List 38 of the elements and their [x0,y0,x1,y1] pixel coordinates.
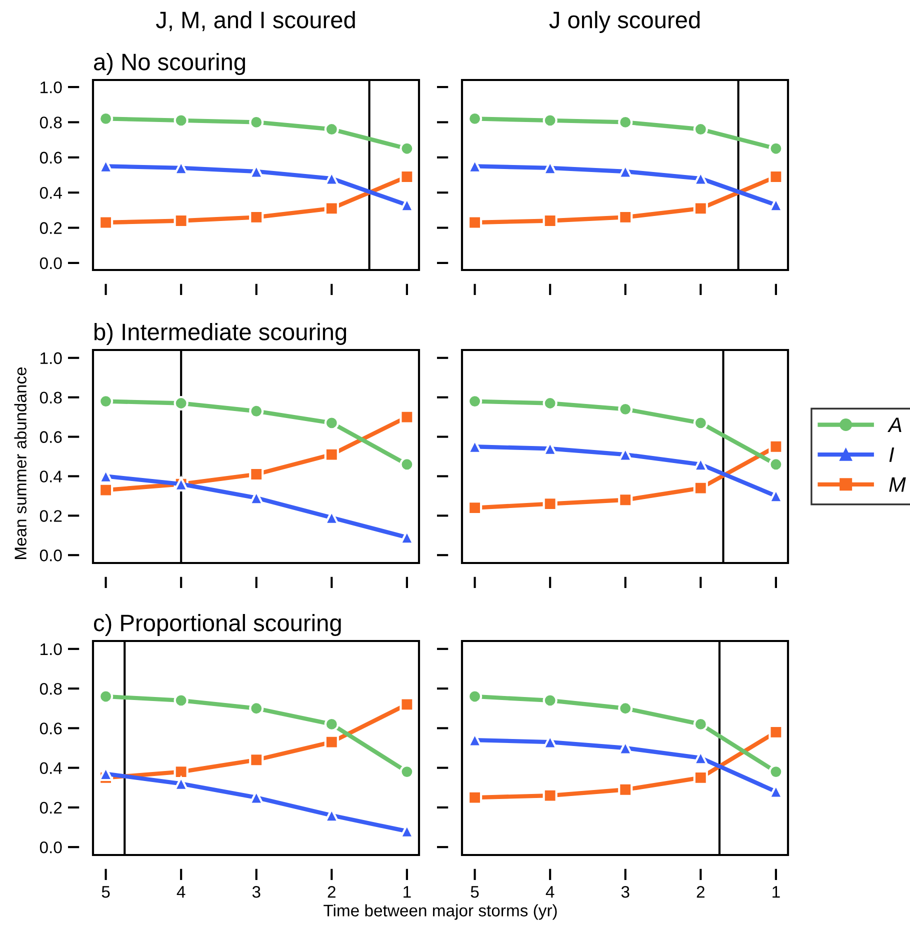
y-tick-label: 0.4 [40,186,62,199]
chart-subtitle: b) Intermediate scouring [94,322,346,346]
x-tick-label: 5 [102,886,110,898]
x-tick-label: 2 [328,886,336,898]
y-tick-label: 0.0 [40,257,62,270]
y-tick-label: 0.6 [40,152,62,164]
x-tick-label: 2 [696,886,704,898]
x-tick-label: 1 [772,886,780,898]
y-tick-label: 0.2 [40,222,62,234]
y-tick-label: 0.2 [40,510,62,522]
chart-title: J, M, and I scoured [156,10,355,32]
y-tick-label: 0.4 [40,762,62,774]
x-tick-label: 3 [621,886,630,898]
y-tick-label: 0.2 [40,802,62,814]
y-axis-title: Mean summer abundance [14,367,26,559]
x-tick-label: 1 [404,886,411,898]
y-tick-label: 0.8 [40,116,62,128]
y-tick-label: 0.6 [40,722,62,734]
y-tick-label: 0.8 [40,682,62,695]
y-tick-label: 1.0 [40,81,62,94]
legend-label: I [889,448,894,462]
x-tick-label: 4 [176,886,186,898]
x-axis-title: Time between major storms (yr) [324,904,557,920]
legend-label: M [889,477,906,492]
x-tick-label: 5 [470,886,479,898]
x-tick-label: 3 [252,886,260,898]
chart-subtitle: c) Proportional scouring [94,614,341,636]
y-tick-label: 1.0 [40,643,62,656]
y-tick-label: 1.0 [40,352,62,364]
y-tick-label: 0.6 [40,431,62,443]
chart-subtitle: a) No scouring [94,52,246,76]
y-tick-label: 0.4 [40,470,62,482]
x-tick-label: 4 [546,886,554,898]
y-tick-label: 0.8 [40,392,62,404]
chart-title: J only scoured [549,10,700,34]
legend-label: A [888,418,902,432]
y-tick-label: 0.0 [40,841,62,854]
y-tick-label: 0.0 [40,550,62,562]
